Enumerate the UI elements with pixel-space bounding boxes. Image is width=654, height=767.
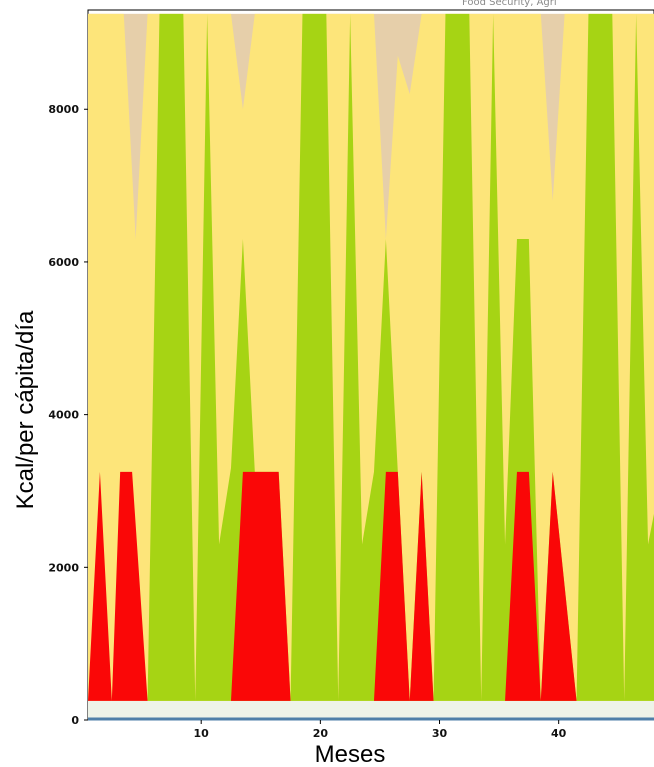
y-tick-label: 8000 [48, 103, 79, 116]
x-tick-label: 30 [432, 727, 448, 740]
axes: 0 2000 4000 6000 8000 10 20 30 40 [48, 103, 654, 740]
y-tick-label: 2000 [48, 561, 79, 574]
area-red-layer [88, 471, 654, 701]
y-tick-label: 6000 [48, 256, 79, 269]
x-tick-label: 40 [551, 727, 567, 740]
x-tick-label: 20 [313, 727, 329, 740]
x-axis-title: Meses [315, 741, 386, 767]
plot-area [87, 9, 654, 721]
y-axis-title: Kcal/per cápita/día [12, 310, 39, 509]
x-tick-label: 10 [194, 727, 210, 740]
y-tick-label: 4000 [48, 409, 79, 422]
y-tick-label: 0 [71, 714, 79, 727]
top-text-fragment: Food Security, Agri [462, 0, 557, 8]
floor-band [88, 700, 654, 720]
area-green-layer [88, 13, 654, 701]
